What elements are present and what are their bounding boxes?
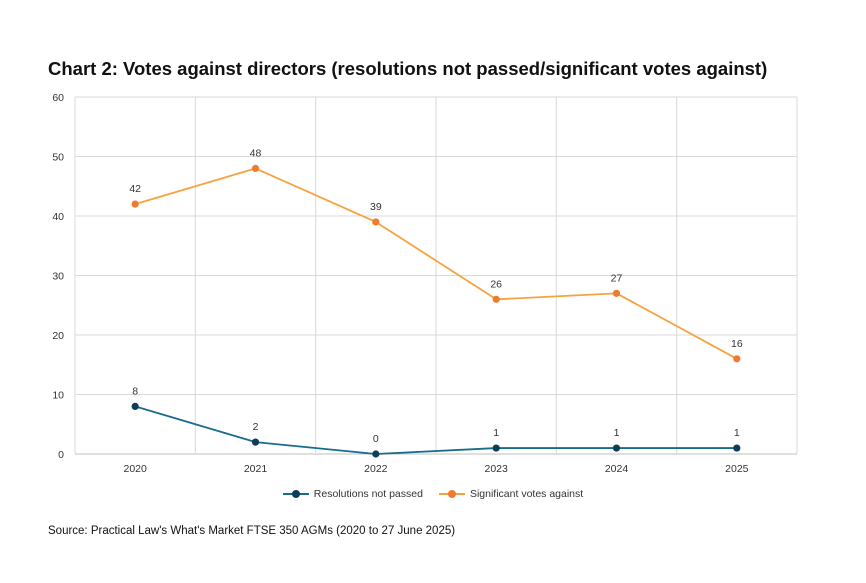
y-tick-label: 50 xyxy=(52,152,64,164)
x-tick-label: 2022 xyxy=(364,463,388,475)
data-point-significant-votes-against xyxy=(131,200,139,208)
series-line-resolutions-not-passed xyxy=(134,405,737,455)
data-label-resolutions-not-passed: 1 xyxy=(493,427,499,439)
legend-item-significant-votes-against: Significant votes against xyxy=(438,488,584,500)
x-tick-label: 2024 xyxy=(605,463,629,475)
data-label-resolutions-not-passed: 1 xyxy=(614,427,620,439)
data-point-significant-votes-against xyxy=(612,289,621,297)
data-label-resolutions-not-passed: 1 xyxy=(734,427,740,439)
data-point-resolutions-not-passed xyxy=(131,402,139,410)
chart-title: Chart 2: Votes against directors (resolu… xyxy=(48,58,768,79)
data-label-resolutions-not-passed: 2 xyxy=(253,421,259,433)
data-labels: 8 2 0 1 1 1 42 48 39 26 27 16 xyxy=(129,147,743,445)
y-tick-label: 30 xyxy=(52,271,64,283)
data-label-significant-votes-against: 26 xyxy=(490,278,502,290)
y-tick-label: 20 xyxy=(52,330,64,342)
x-tick-label: 2023 xyxy=(484,463,508,475)
data-label-significant-votes-against: 16 xyxy=(731,338,743,350)
data-point-resolutions-not-passed xyxy=(733,444,741,452)
source-note: Source: Practical Law's What's Market FT… xyxy=(48,525,456,537)
series-lines xyxy=(131,164,741,458)
legend-swatch-significant-votes-against xyxy=(438,489,465,499)
data-label-significant-votes-against: 42 xyxy=(129,183,141,195)
y-tick-label: 40 xyxy=(52,211,64,223)
x-tick-label: 2020 xyxy=(123,463,147,475)
y-tick-label: 10 xyxy=(52,390,64,402)
data-label-resolutions-not-passed: 0 xyxy=(373,433,379,445)
data-point-resolutions-not-passed xyxy=(612,444,621,452)
data-point-resolutions-not-passed xyxy=(492,444,500,452)
data-point-significant-votes-against xyxy=(492,295,500,303)
legend-label-resolutions-not-passed: Resolutions not passed xyxy=(313,488,423,500)
grid-lines xyxy=(74,96,798,455)
data-label-resolutions-not-passed: 8 xyxy=(132,385,138,397)
data-point-significant-votes-against xyxy=(372,218,380,226)
x-tick-label: 2021 xyxy=(244,463,268,475)
data-point-significant-votes-against xyxy=(733,355,741,363)
y-tick-label: 0 xyxy=(58,449,64,461)
series-line-significant-votes-against xyxy=(134,167,738,360)
data-point-resolutions-not-passed xyxy=(372,450,380,458)
y-axis-tick-labels: 0 10 20 30 40 50 60 xyxy=(52,92,64,461)
y-tick-label: 60 xyxy=(52,92,64,104)
data-label-significant-votes-against: 39 xyxy=(370,201,382,213)
data-point-resolutions-not-passed xyxy=(251,438,260,446)
legend-item-resolutions-not-passed: Resolutions not passed xyxy=(282,488,423,500)
data-label-significant-votes-against: 27 xyxy=(611,272,623,284)
data-point-significant-votes-against xyxy=(251,164,260,172)
data-label-significant-votes-against: 48 xyxy=(250,147,262,159)
x-tick-label: 2025 xyxy=(725,463,749,475)
legend: Resolutions not passed Significant votes… xyxy=(0,488,866,500)
x-axis-tick-labels: 2020 2021 2022 2023 2024 2025 xyxy=(123,463,748,475)
legend-label-significant-votes-against: Significant votes against xyxy=(469,488,584,500)
legend-swatch-resolutions-not-passed xyxy=(282,489,309,499)
